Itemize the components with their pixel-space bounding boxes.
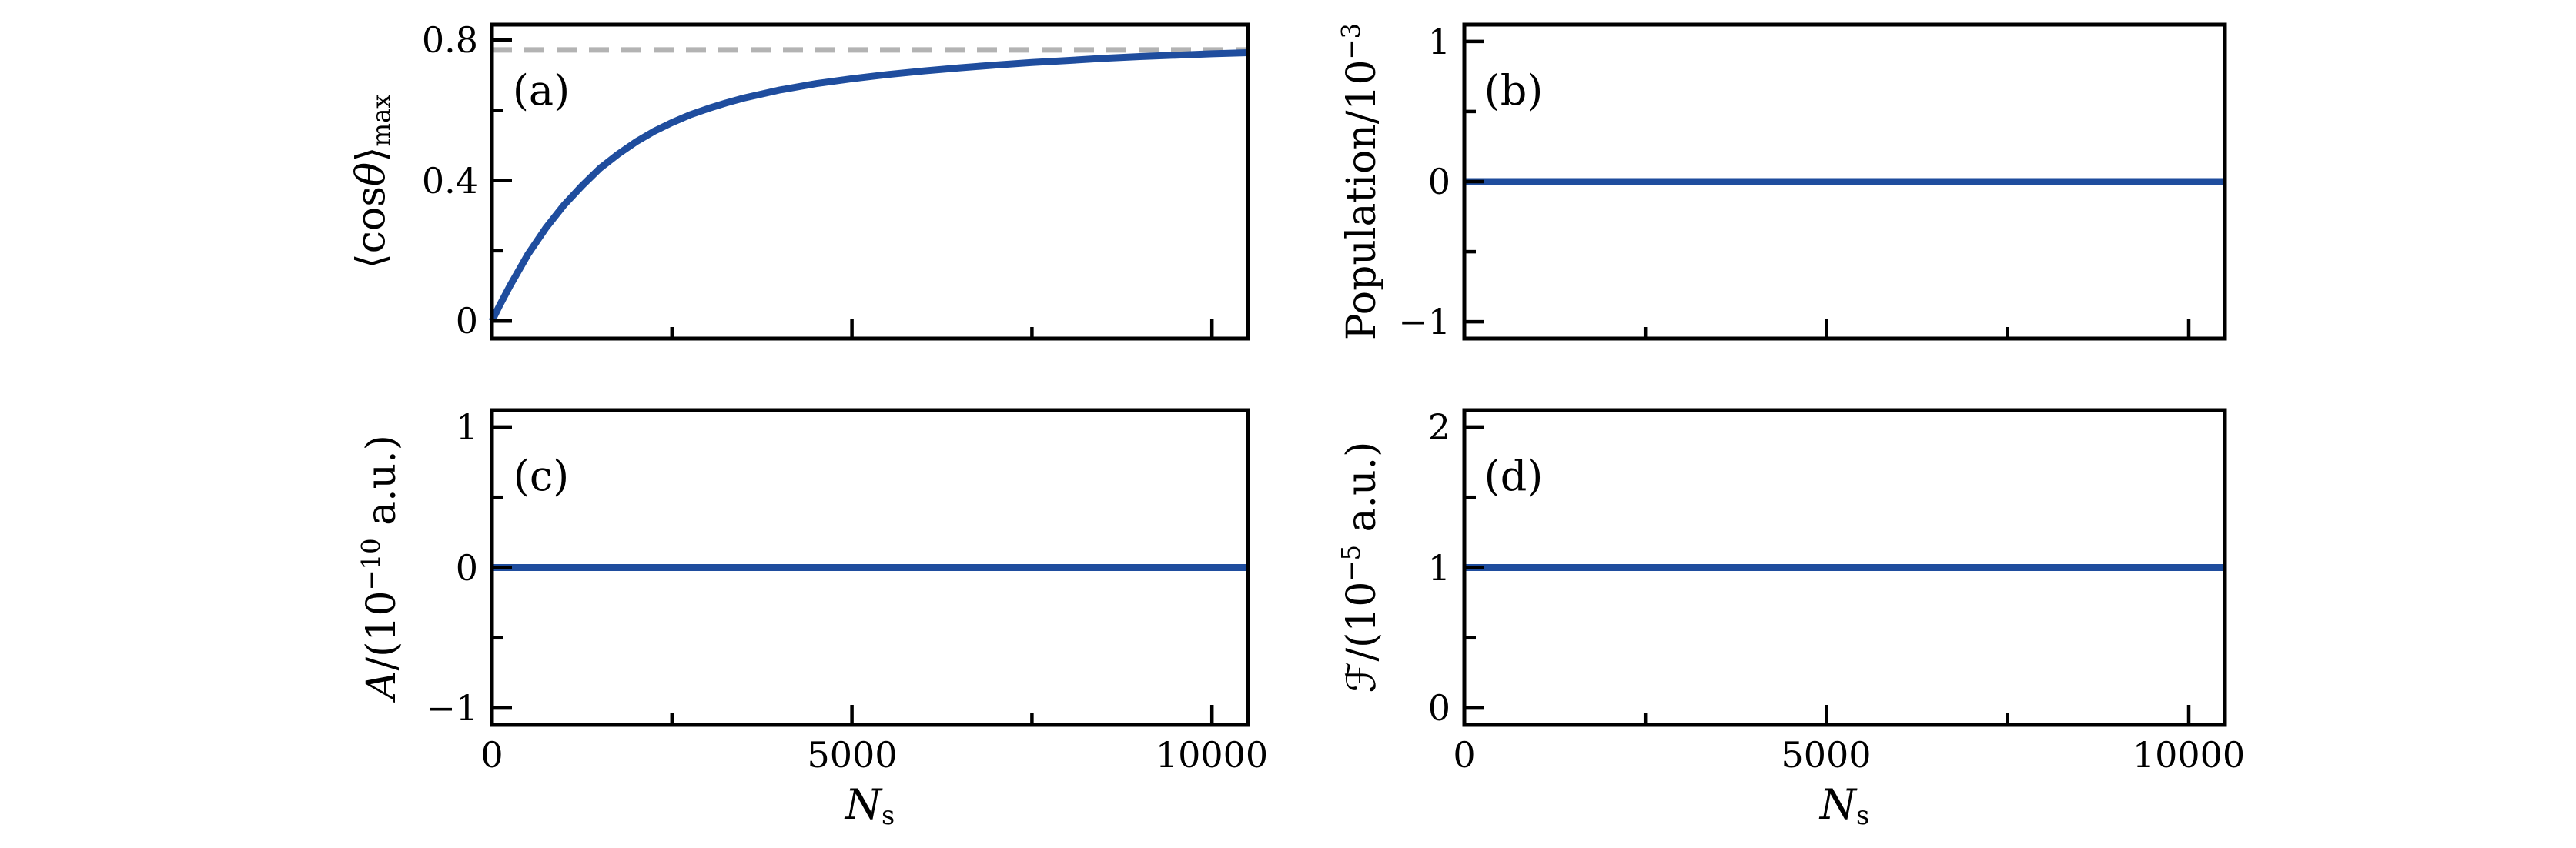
label-segment: −5	[1337, 544, 1367, 582]
label-segment: a.u.)	[358, 435, 405, 539]
label-segment: /(10	[1338, 581, 1385, 662]
label-segment: ⟩	[348, 146, 395, 162]
panel-a-y-tick-label: 0.4	[421, 160, 478, 202]
panel-d-x-tick-label: 0	[1453, 734, 1476, 776]
panel-b-y-axis-label: Population/10−3	[1331, 22, 1385, 341]
panel-b-y-tick-label: 0	[1427, 161, 1450, 202]
panel-d-x-axis-label: Ns	[1820, 783, 1870, 836]
panel-b-y-tick-label: −1	[1398, 301, 1450, 342]
panel-d-y-tick-label: 1	[1427, 547, 1450, 589]
panel-a-y-tick-label: 0.8	[421, 19, 478, 61]
label-segment: /(10	[358, 590, 405, 671]
panel-d-x-tick-label: 10000	[2132, 734, 2246, 776]
panel-b-letter: (b)	[1484, 66, 1544, 115]
panel-c-x-tick-label: 5000	[807, 734, 898, 776]
panel-d-x-tick-label: 5000	[1781, 734, 1872, 776]
panel-c-letter: (c)	[513, 452, 570, 500]
label-segment: ⟨cos	[348, 186, 395, 269]
label-segment: A	[358, 670, 405, 699]
label-segment: −3	[1337, 22, 1367, 60]
label-segment: max	[366, 94, 396, 147]
panel-a-series-alignment-maximum-curve	[488, 49, 1249, 323]
label-segment: s	[1856, 800, 1870, 831]
label-segment: θ	[348, 162, 395, 187]
panel-d-letter: (d)	[1484, 452, 1544, 500]
label-segment: a.u.)	[1338, 441, 1385, 545]
panel-c-x-tick-label: 0	[480, 734, 503, 776]
panel-c-y-tick-label: 1	[455, 406, 478, 448]
label-segment: N	[1819, 780, 1857, 829]
panel-d-y-tick-label: 0	[1427, 687, 1450, 729]
panel-a-spines	[490, 22, 1250, 341]
panel-d-y-axis-label: ℱ/(10−5 a.u.)	[1331, 441, 1385, 693]
label-segment: s	[882, 800, 895, 831]
panel-a-y-tick-label: 0	[455, 300, 478, 342]
label-segment: ℱ	[1338, 661, 1385, 693]
panel-a-y-axis-label: ⟨cosθ⟩max	[348, 94, 401, 269]
panel-c-y-tick-label: 0	[455, 547, 478, 589]
label-segment: −10	[356, 538, 386, 591]
panel-b-y-tick-label: 1	[1427, 21, 1450, 62]
panel-c-y-tick-label: −1	[426, 687, 478, 729]
panel-d-y-tick-label: 2	[1427, 406, 1450, 448]
panel-c-y-axis-label: A/(10−10 a.u.)	[351, 435, 405, 699]
panel-a-letter: (a)	[512, 66, 570, 115]
panel-c-x-axis-label: Ns	[845, 783, 895, 836]
label-segment: Population/10	[1338, 59, 1385, 341]
panel-c-x-tick-label: 10000	[1155, 734, 1269, 776]
label-segment: N	[845, 780, 882, 829]
